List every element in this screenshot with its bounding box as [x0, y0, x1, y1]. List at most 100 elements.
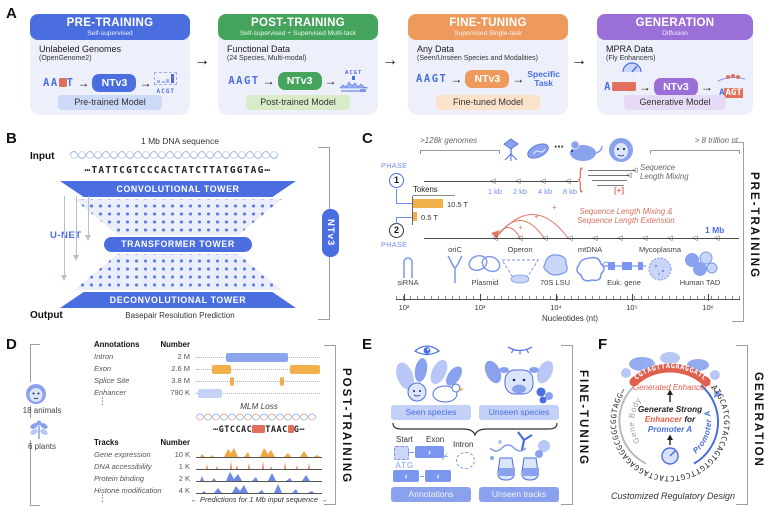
bacteria-icon: [527, 143, 549, 159]
seen-species-pill: Seen species: [391, 405, 471, 420]
predictions-caption: ← Predictions for 1 Mb input sequence →: [190, 495, 328, 504]
stage-subtitle: Diffusion: [662, 30, 688, 37]
center-line2: Enhancer for: [645, 415, 696, 424]
conv-activations: [74, 199, 282, 235]
output-letters: ACGT: [345, 70, 363, 76]
arrow-icon: →: [77, 75, 90, 90]
genomes-bracket-line: [420, 150, 500, 154]
genomes-note: >128k genomes: [420, 136, 478, 145]
phase-word: PHASE: [381, 240, 408, 249]
svg-text:+: +: [534, 212, 539, 221]
pretraining-side-label: PRE-TRAINING: [748, 172, 760, 280]
mb-label: 1 Mb: [705, 225, 725, 235]
phase1-timeline: [424, 181, 578, 183]
table-row-name: Gene expression: [94, 450, 151, 459]
unseen-species-illustration: [484, 360, 554, 404]
finetuning-side-label: FINE-TUNING: [577, 370, 589, 467]
nt-note: > 8 trillion nt: [694, 136, 738, 145]
deconvolutional-tower: DECONVOLUTIONAL TOWER: [60, 292, 296, 308]
splice-tick: [230, 377, 234, 386]
animals-count: 18 animals: [22, 406, 62, 415]
posttraining-side-label: POST-TRAINING: [340, 368, 352, 485]
mix-line: [597, 185, 624, 186]
stage-subtitle: Self-supervised + Supervised Multi-task: [240, 30, 356, 37]
table-row-name: Exon: [94, 364, 112, 373]
axis-major-tick: [556, 294, 557, 301]
axis-minor-ticks: [396, 296, 740, 299]
plants-count: 6 plants: [27, 442, 57, 451]
stage-title: POST-TRAINING: [251, 17, 345, 29]
vdots: ⋮: [98, 396, 107, 406]
data-description: Any Data: [417, 44, 455, 54]
flow-row: AA T → NTv3 → ACGT: [36, 70, 184, 95]
open-eye-icon: [413, 345, 441, 356]
mixing-label: Length Mixing: [640, 172, 689, 181]
generated-letters: AAGT: [719, 88, 743, 98]
output-label: Output: [30, 310, 63, 321]
timeline-tick: ◁: [492, 235, 498, 242]
foliage-doodle: [629, 357, 655, 371]
mix-line-tick: ◁: [632, 167, 638, 174]
data-description-detail: (24 Species, Multi-modal): [227, 55, 307, 62]
timeline-tick: ◁: [490, 178, 496, 185]
gene-body-arc: [618, 385, 647, 465]
generated-sequence-output: AAGT: [716, 74, 746, 100]
human-icon: [609, 138, 633, 162]
direction-arrowhead: [714, 390, 722, 398]
mix-line-tick: ◁: [626, 172, 632, 179]
input-sequence: AAGT: [228, 75, 260, 87]
table-row-value: 2 M: [177, 352, 190, 361]
gauge-icon: [622, 62, 642, 73]
oric-icon: [447, 255, 463, 283]
table-row-name: Histone modification: [94, 486, 162, 495]
organism-70s: 70S LSU: [531, 250, 579, 287]
mix-line: [588, 170, 636, 171]
organism-plasmid: Plasmid: [461, 250, 509, 287]
stage-subtitle: Supervised Single-task: [454, 30, 522, 37]
arrow-icon: →: [262, 74, 275, 88]
stage-title: FINE-TUNING: [449, 17, 527, 29]
regulatory-circle: ATGCATCGTACCAGTGTGTTCGTCTACTAGGAGAGGCGGC…: [609, 352, 730, 483]
mix-line: [592, 180, 627, 181]
tokens-bar-phase2: [413, 212, 417, 221]
input-label: Input: [30, 151, 55, 162]
unseen-tracks-pill: Unseen tracks: [479, 487, 559, 502]
mix-line: [588, 175, 630, 176]
mouse-icon: [570, 140, 603, 161]
organism-human-tad: Human TAD: [674, 250, 726, 287]
red-brace: {: [578, 163, 583, 193]
axis-tick-label: 10⁶: [702, 303, 714, 312]
ribosome-icon: [543, 254, 568, 276]
input-sequence: AAGT: [416, 73, 448, 85]
dna-helix-icon: [70, 150, 279, 160]
enhancer-block: [198, 389, 222, 398]
axis-tick-label: 10³: [474, 303, 486, 312]
probability-bars-icon: [154, 72, 177, 85]
tokens-bar-phase1: [413, 199, 443, 208]
annotations-header: Annotations: [94, 340, 140, 349]
start-codon-box: [394, 446, 409, 460]
annotation-glyph-row: [196, 377, 320, 386]
stage-generation: GENERATION Diffusion MPRA Data (Fly Enha…: [597, 14, 753, 115]
enhancer-bumps-icon: [717, 74, 746, 82]
axis-line: [396, 299, 740, 300]
stage-finetuning-header: FINE-TUNING Supervised Single-task: [408, 14, 568, 40]
flow-row: AAGT → NTv3 → ACGT: [222, 70, 374, 92]
data-description: Unlabeled Genomes: [39, 44, 122, 54]
sirna-icon: [403, 257, 413, 278]
panel-b-label: B: [6, 130, 17, 147]
extension-arcs: + + +: [491, 203, 569, 239]
organism-euk-gene: Euk. gene: [598, 250, 650, 287]
exon-block: [290, 365, 320, 374]
axis-title: Nucleotides (nt): [541, 314, 599, 323]
start-label: Start: [396, 435, 413, 444]
gene-icon: [601, 261, 646, 270]
unet-label: U-NET: [50, 230, 82, 241]
data-description-detail: (Seen/Unseen Species and Modalities): [417, 55, 539, 62]
arrow-icon: →: [700, 80, 713, 94]
axis-major-tick: [404, 294, 405, 301]
foliage-doodle: [660, 352, 680, 364]
nt-bracket-line: [650, 150, 740, 154]
center-line3: Promoter A: [648, 425, 692, 434]
